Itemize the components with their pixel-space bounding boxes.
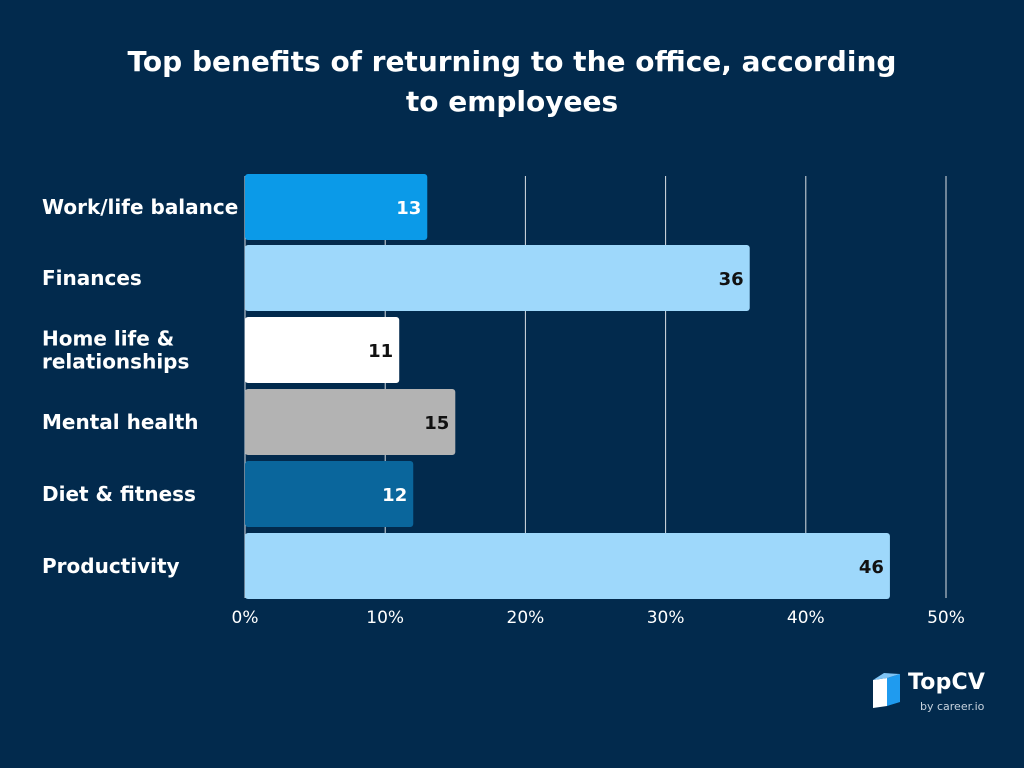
data-label: 46 (859, 557, 884, 578)
data-label: 12 (382, 485, 407, 506)
category-label: Home life & relationships (42, 327, 189, 374)
data-label: 13 (396, 198, 421, 219)
category-label: Finances (42, 266, 142, 290)
data-label: 15 (424, 413, 449, 434)
x-tick-label: 20% (507, 608, 545, 628)
topcv-logo-icon (873, 673, 900, 708)
brand-name: TopCV (908, 670, 986, 695)
bar (245, 461, 414, 527)
x-tick-label: 30% (647, 608, 685, 628)
x-tick-label: 10% (366, 608, 404, 628)
x-tick-label: 40% (787, 608, 825, 628)
topcv-logo: TopCV by career.io (868, 668, 988, 716)
bar (245, 317, 400, 383)
bar (245, 533, 890, 599)
category-label: Work/life balance (42, 195, 238, 219)
category-label: Productivity (42, 554, 180, 578)
category-label: Mental health (42, 410, 199, 434)
bar (245, 389, 456, 455)
x-tick-label: 50% (927, 608, 965, 628)
bar (245, 245, 750, 311)
bar (245, 174, 428, 240)
brand-tagline: by career.io (920, 700, 985, 713)
data-label: 11 (368, 341, 393, 362)
chart-title: Top benefits of returning to the office,… (127, 45, 897, 118)
category-label: Diet & fitness (42, 482, 196, 506)
x-tick-label: 0% (232, 608, 259, 628)
data-label: 36 (719, 269, 744, 290)
